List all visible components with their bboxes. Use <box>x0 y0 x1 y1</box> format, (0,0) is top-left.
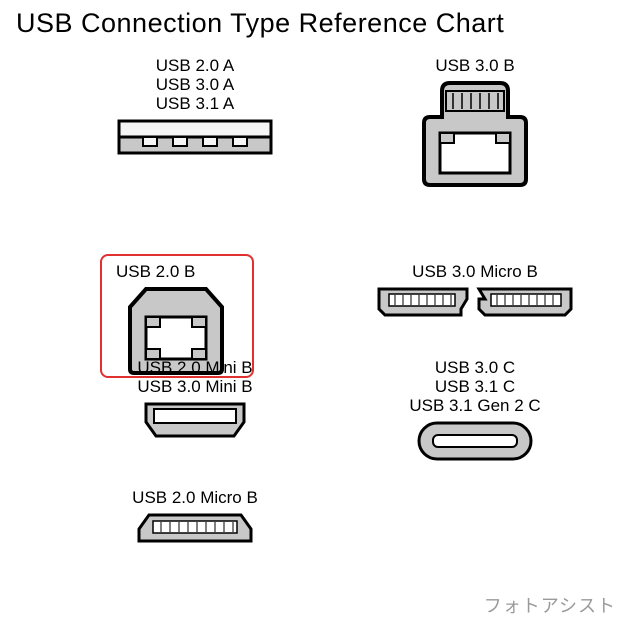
labels-usb-minib: USB 2.0 Mini B USB 3.0 Mini B <box>100 358 290 396</box>
usb-minib-icon <box>140 400 250 440</box>
usb-2microb-icon <box>135 511 255 545</box>
cell-usb-a: USB 2.0 A USB 3.0 A USB 3.1 A <box>100 56 290 157</box>
usb-c-icon <box>415 419 535 463</box>
usb-3microb-icon <box>375 285 575 319</box>
cell-usb-3microb: USB 3.0 Micro B <box>360 208 590 319</box>
labels-usb-a: USB 2.0 A USB 3.0 A USB 3.1 A <box>100 56 290 113</box>
cell-usb-2b: USB 2.0 B <box>100 208 290 377</box>
labels-usb-3microb: USB 3.0 Micro B <box>360 262 590 281</box>
cell-usb-minib: USB 2.0 Mini B USB 3.0 Mini B <box>100 358 290 440</box>
connector-grid: USB 2.0 A USB 3.0 A USB 3.1 A USB 3.0 B <box>0 48 630 608</box>
labels-usb-3b: USB 3.0 B <box>380 56 570 75</box>
labels-usb-c: USB 3.0 C USB 3.1 C USB 3.1 Gen 2 C <box>380 358 570 415</box>
chart-title: USB Connection Type Reference Chart <box>0 0 630 39</box>
cell-usb-3b: USB 3.0 B <box>380 56 570 189</box>
watermark: フォトアシスト <box>484 592 616 618</box>
usb-3b-icon <box>420 79 530 189</box>
labels-usb-2microb: USB 2.0 Micro B <box>100 488 290 507</box>
labels-usb-2b: USB 2.0 B <box>100 262 290 281</box>
usb-a-icon <box>115 117 275 157</box>
cell-usb-2microb: USB 2.0 Micro B <box>100 488 290 545</box>
cell-usb-c: USB 3.0 C USB 3.1 C USB 3.1 Gen 2 C <box>380 358 570 463</box>
